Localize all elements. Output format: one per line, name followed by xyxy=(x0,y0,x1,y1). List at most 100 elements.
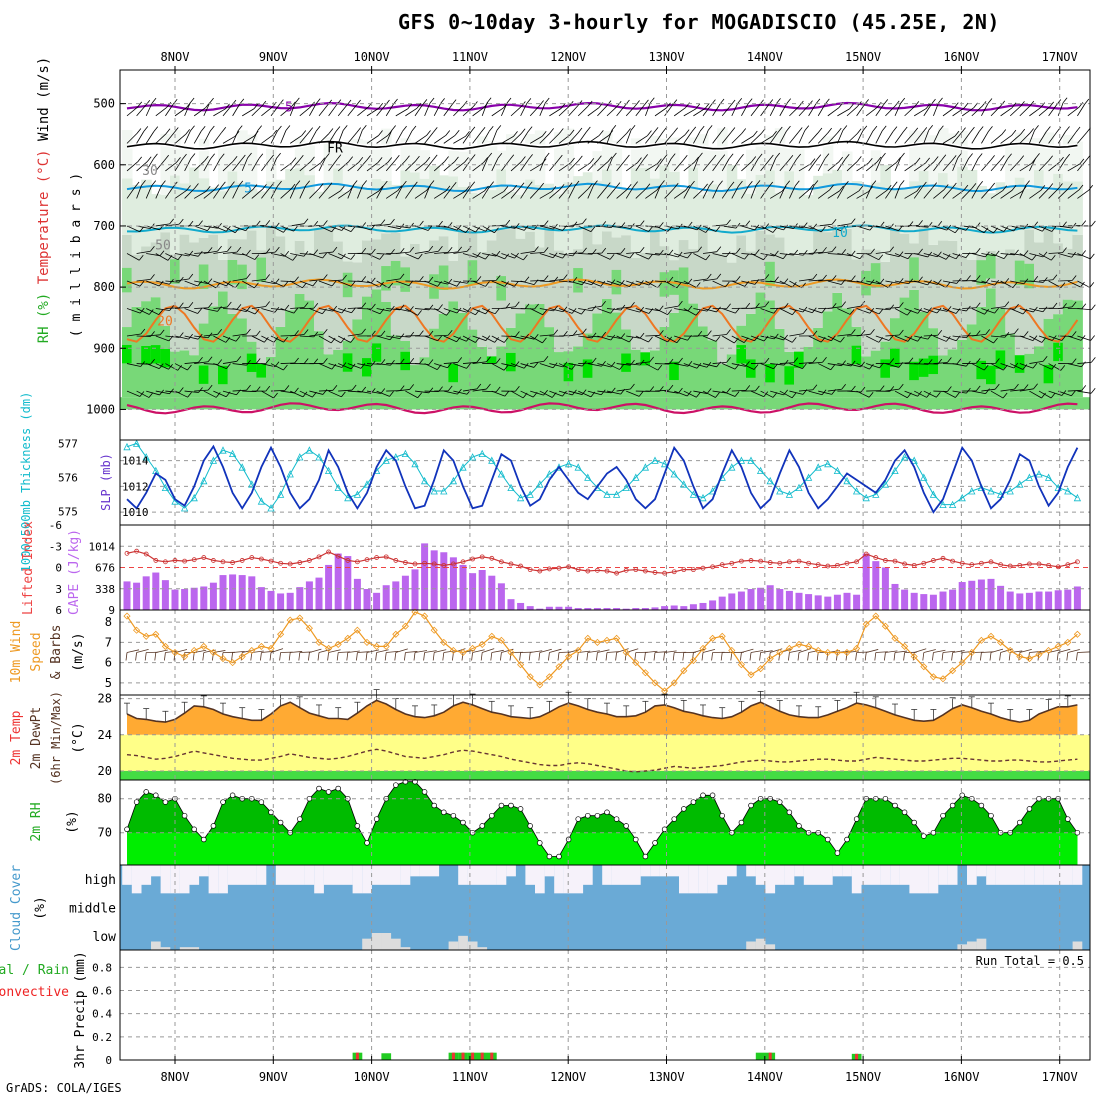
rh-cell-high xyxy=(832,292,843,398)
wind-speed-point xyxy=(296,614,304,622)
wind-barb-flag xyxy=(371,248,376,255)
wind-barb-flag xyxy=(331,363,337,370)
wind-barb xyxy=(405,253,419,260)
wind-barb xyxy=(126,390,141,397)
wind-barb-flag xyxy=(205,186,211,192)
wind-barb xyxy=(789,280,802,289)
wind-barb-10m-feather xyxy=(432,652,435,661)
high-cloud-gap xyxy=(160,865,171,894)
wind-barb-flag xyxy=(570,157,575,164)
wind-barb xyxy=(126,280,141,287)
cape-tick-label: 676 xyxy=(95,562,115,575)
wind-barb xyxy=(193,160,205,172)
wind-barb-10m-feather xyxy=(836,652,838,661)
wind-barb xyxy=(376,335,391,341)
wind-barb-10m xyxy=(424,650,437,653)
cape-bar xyxy=(469,573,477,610)
cape-bar xyxy=(1045,591,1053,610)
wind-barb-flag xyxy=(851,385,856,392)
wind-barb-flag xyxy=(276,152,281,159)
rh-cell-high xyxy=(218,291,229,398)
wind-barb xyxy=(385,103,394,117)
wind-barb xyxy=(1067,163,1081,172)
wind-speed-point xyxy=(920,663,928,671)
wind-barb-10m xyxy=(866,649,879,653)
rh-cell-high xyxy=(390,335,402,398)
wind-barb-flag xyxy=(994,307,999,314)
wind-barb xyxy=(1038,279,1053,282)
wind-barb xyxy=(1038,131,1047,144)
li-point xyxy=(489,555,495,561)
rh-cell-high xyxy=(938,355,949,398)
wind-barb xyxy=(712,253,727,258)
rh-cell-max xyxy=(784,366,795,385)
wind-barb-flag xyxy=(946,224,952,231)
thickness-point xyxy=(776,487,784,495)
wind-barb-flag xyxy=(870,248,875,255)
date-label-bottom: 10NOV xyxy=(354,1070,390,1084)
thickness-point xyxy=(334,483,342,491)
wind-barb xyxy=(664,187,675,199)
wind-barb xyxy=(193,107,206,117)
wind-barb-flag xyxy=(496,125,502,131)
wind-barb xyxy=(606,280,621,286)
date-label-top: 15NOV xyxy=(845,50,881,64)
rh-cell-mid xyxy=(957,256,968,340)
wind-barb-10m xyxy=(693,648,706,653)
li-point xyxy=(614,570,619,576)
wind-barb xyxy=(731,133,742,144)
wind-barb-flag xyxy=(625,154,630,161)
rh-cell-high xyxy=(650,350,661,398)
wind-barb xyxy=(165,132,175,144)
wind-barb xyxy=(577,105,589,117)
wind-barb-flag xyxy=(1000,155,1005,161)
cape-bar xyxy=(478,570,486,610)
wind-barb-flag xyxy=(1071,275,1077,281)
rh-cell-high xyxy=(640,352,651,398)
wind-barb-flag xyxy=(505,302,511,309)
wind-barb xyxy=(155,133,167,144)
precip-total-label: Total / Rain xyxy=(0,963,69,978)
low-cloud-bar xyxy=(957,944,968,950)
low-cloud-bar xyxy=(362,938,372,950)
rh-cell-high xyxy=(477,346,488,398)
wind-barb-flag xyxy=(747,98,753,104)
wind-barb xyxy=(530,308,543,316)
wind-barb xyxy=(443,251,458,254)
thickness-point xyxy=(219,446,227,454)
wind-barb xyxy=(789,225,804,229)
rh-point xyxy=(143,789,149,795)
li-point xyxy=(1007,563,1013,569)
cape-bar xyxy=(152,572,160,610)
cape-bar xyxy=(728,593,736,610)
wind-barb-flag xyxy=(1014,303,1019,310)
rh-cell-min xyxy=(198,138,210,179)
rh-cell-high xyxy=(419,357,431,398)
rh-cell-pocket xyxy=(611,269,623,295)
wind-barb-flag xyxy=(322,328,328,335)
wind-barb xyxy=(654,335,668,343)
wind-barb-flag xyxy=(399,304,405,311)
high-cloud-gap xyxy=(179,865,190,894)
wind-barb xyxy=(808,361,823,364)
li-point xyxy=(940,555,946,561)
wind-barb-flag xyxy=(751,156,757,162)
low-cloud-bar xyxy=(467,941,478,950)
rh-cell-high xyxy=(755,292,767,398)
wind-barb-flag xyxy=(764,274,770,280)
li-point xyxy=(998,562,1003,568)
axis-label-part: & Barbs xyxy=(49,625,64,680)
wind-barb-flag xyxy=(1014,383,1019,390)
wind-barb-flag xyxy=(139,280,145,287)
wind-speed-point xyxy=(469,644,477,653)
wind-barb-flag xyxy=(294,330,299,336)
wind-barb xyxy=(146,225,160,231)
rh-cell-min xyxy=(122,130,133,179)
wind-barb-flag xyxy=(628,336,634,343)
wind-barb-flag xyxy=(1034,125,1039,131)
wind-barb-10m xyxy=(338,651,351,653)
wind-barb xyxy=(126,133,138,144)
li-point xyxy=(220,559,226,565)
wind-barb xyxy=(453,390,468,395)
wind-barb xyxy=(366,107,379,117)
